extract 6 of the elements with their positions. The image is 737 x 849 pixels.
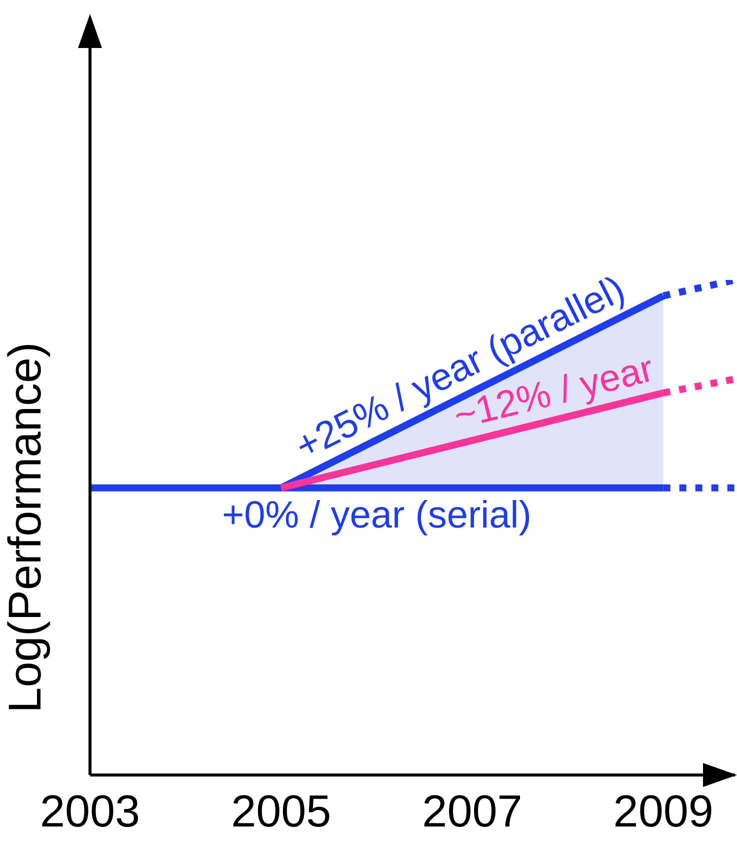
x-tick-label: 2007 [422, 785, 522, 836]
x-tick-label: 2003 [40, 785, 140, 836]
x-tick-label: 2005 [231, 785, 332, 836]
y-axis-title: Log(Performance) [0, 342, 50, 713]
series-label: +0% / year (serial) [222, 494, 532, 536]
x-tick-label: 2009 [613, 785, 714, 836]
